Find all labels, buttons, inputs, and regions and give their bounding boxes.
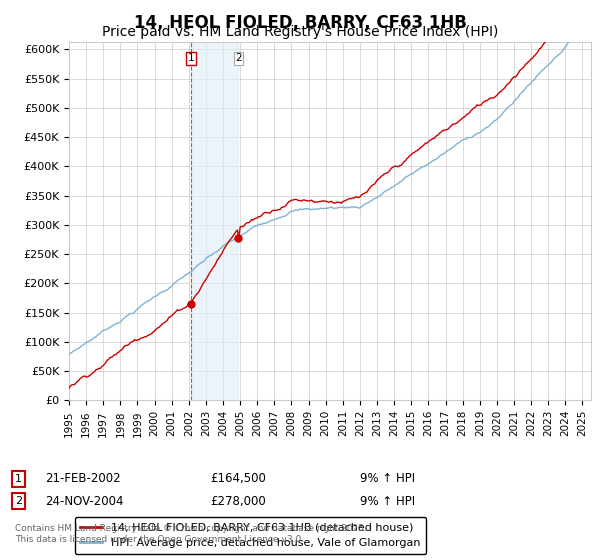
Text: 24-NOV-2004: 24-NOV-2004: [45, 494, 124, 508]
Text: £278,000: £278,000: [210, 494, 266, 508]
Text: 2: 2: [15, 496, 22, 506]
Text: 9% ↑ HPI: 9% ↑ HPI: [360, 494, 415, 508]
Text: 1: 1: [15, 474, 22, 484]
Text: 1: 1: [188, 53, 194, 63]
Text: 21-FEB-2002: 21-FEB-2002: [45, 472, 121, 486]
Text: 2: 2: [235, 53, 242, 63]
Bar: [191, 42, 238, 400]
Text: 9% ↑ HPI: 9% ↑ HPI: [360, 472, 415, 486]
Text: Price paid vs. HM Land Registry's House Price Index (HPI): Price paid vs. HM Land Registry's House …: [102, 25, 498, 39]
Legend: 14, HEOL FIOLED, BARRY, CF63 1HB (detached house), HPI: Average price, detached : 14, HEOL FIOLED, BARRY, CF63 1HB (detach…: [74, 517, 426, 554]
Text: Contains HM Land Registry data © Crown copyright and database right 2025.
This d: Contains HM Land Registry data © Crown c…: [15, 524, 367, 544]
Text: £164,500: £164,500: [210, 472, 266, 486]
Text: 14, HEOL FIOLED, BARRY, CF63 1HB: 14, HEOL FIOLED, BARRY, CF63 1HB: [134, 14, 466, 32]
